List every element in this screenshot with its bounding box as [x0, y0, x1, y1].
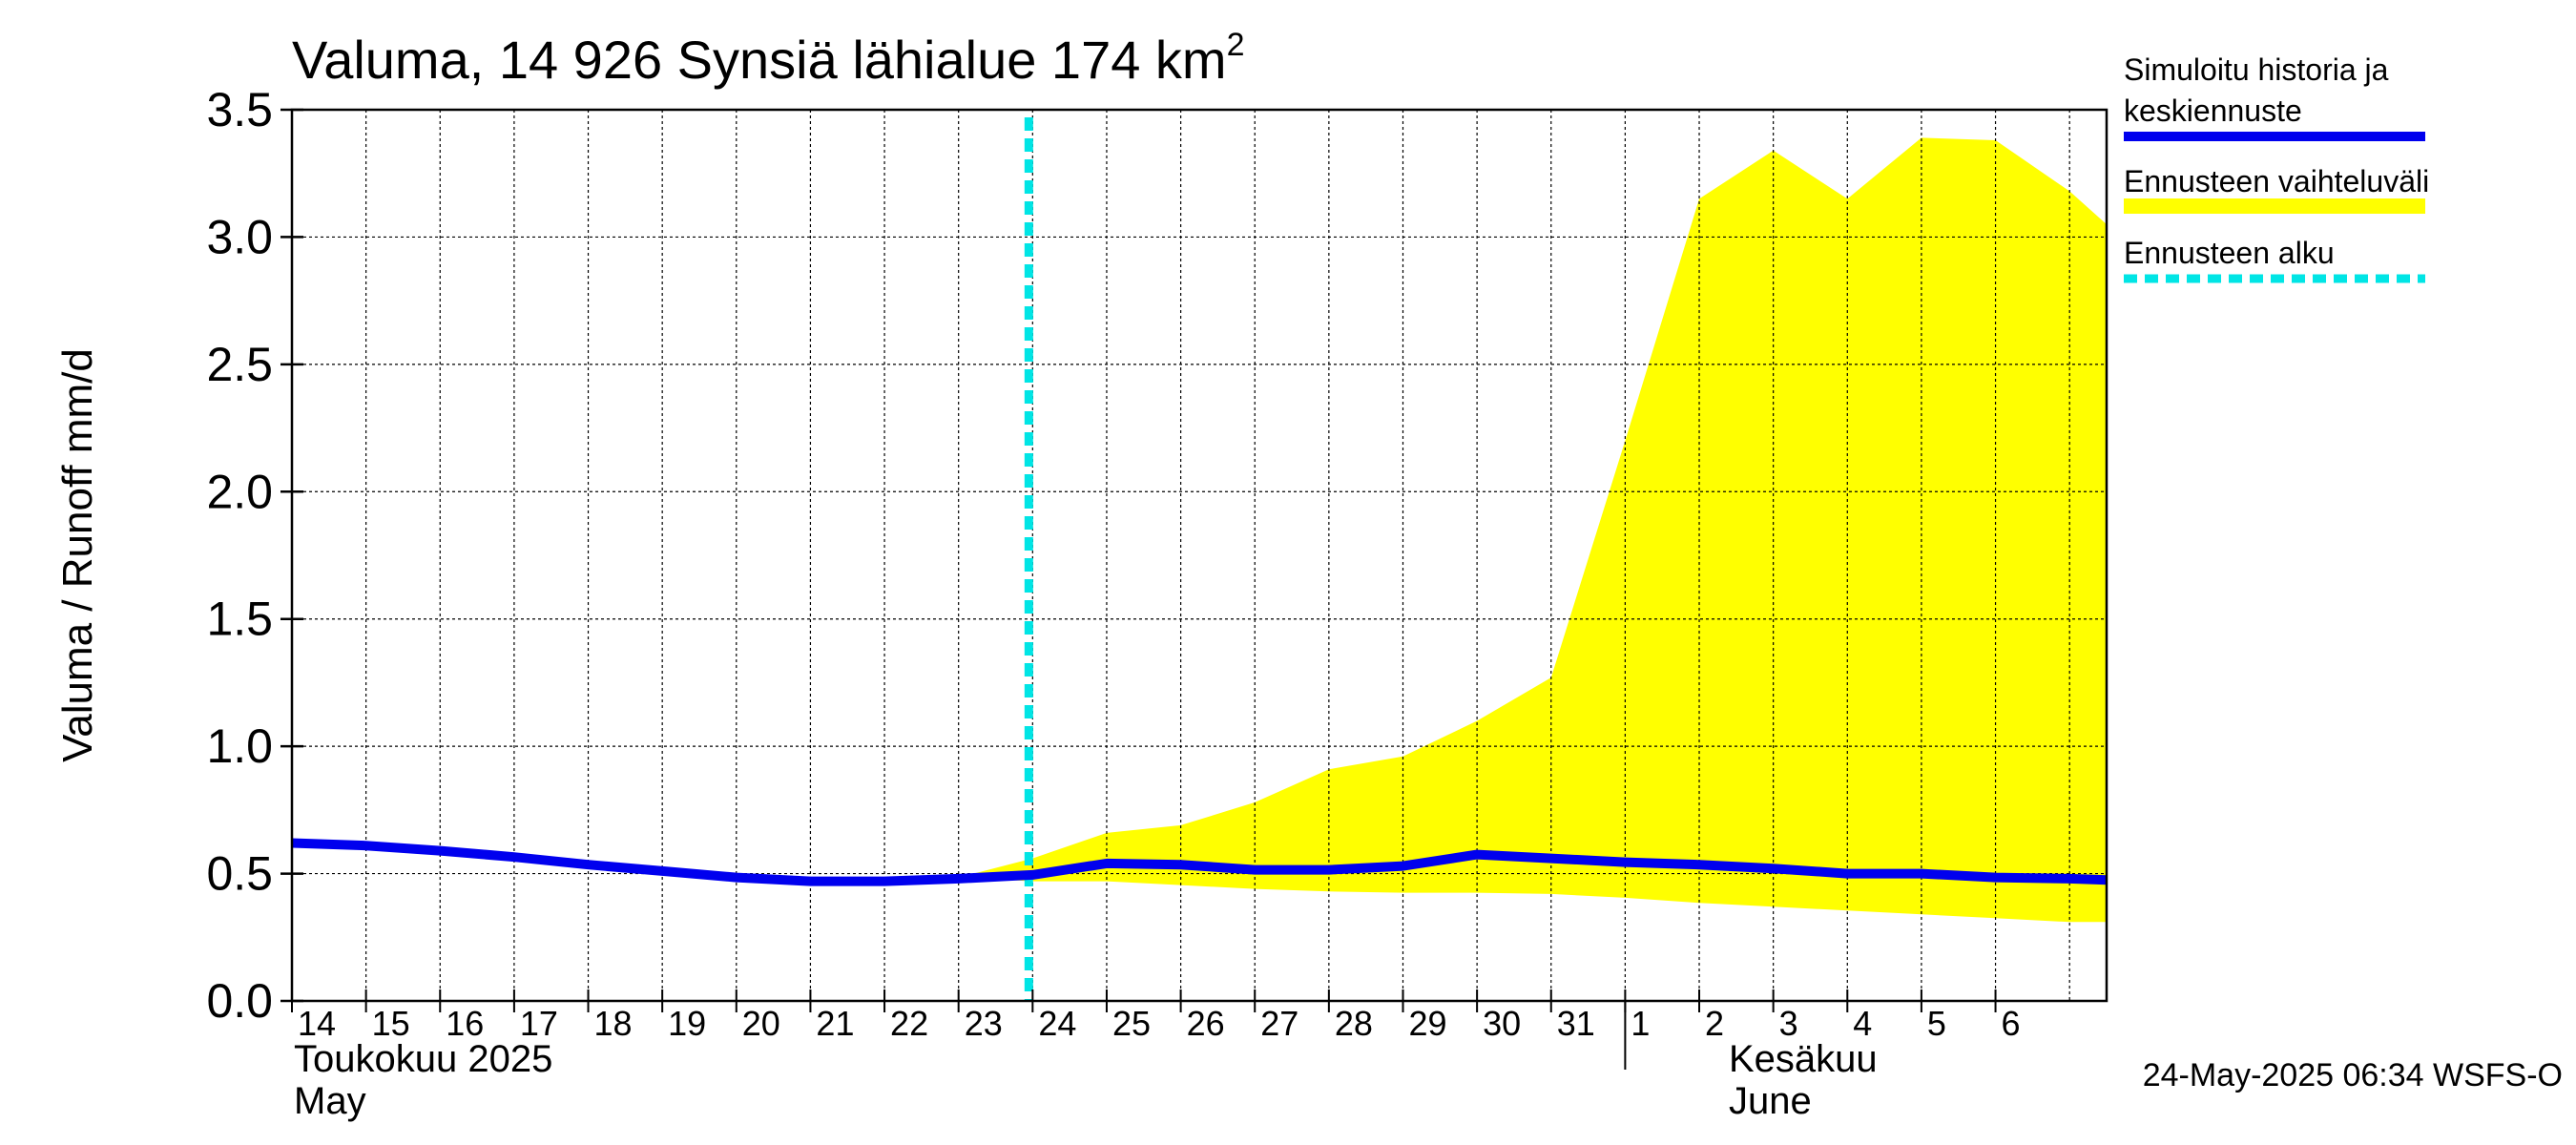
legend-label-range: Ennusteen vaihteluväli [2124, 164, 2430, 198]
y-axis-label: Valuma / Runoff mm/d [54, 348, 101, 762]
axes-layer: 0.00.51.01.52.02.53.03.514 15 16 17 18 19 20 21… [206, 83, 2109, 1070]
chart-title-superscript: 2 [1226, 27, 1245, 64]
chart-title: Valuma, 14 926 Synsiä lähialue 174 km2 [292, 27, 1245, 91]
x-tick-label: 4 [1853, 1004, 1872, 1043]
x-tick-label: 5 [1927, 1004, 1946, 1043]
x-tick-label: 24 [1038, 1004, 1076, 1043]
x-tick-label: 6 [2002, 1004, 2021, 1043]
y-tick-label: 0.0 [206, 974, 273, 1028]
legend-label-simulated-line1: Simuloitu historia ja [2124, 52, 2389, 87]
series-line-0 [291, 838, 2108, 886]
forecast-range-band [958, 137, 2108, 923]
x-tick-label: 21 [816, 1004, 854, 1043]
x-tick-label: 2 [1705, 1004, 1724, 1043]
month-label-may-en: May [294, 1080, 366, 1122]
series-layer [291, 838, 2108, 886]
y-tick-label: 0.5 [206, 847, 273, 901]
x-tick-label: 3 [1779, 1004, 1798, 1043]
y-tick-label: 1.0 [206, 719, 273, 773]
y-tick-label: 2.0 [206, 465, 273, 518]
x-tick-label: 29 [1408, 1004, 1446, 1043]
y-tick-label: 3.5 [206, 83, 273, 136]
x-tick-label: 16 [446, 1004, 484, 1043]
x-tick-label: 27 [1260, 1004, 1298, 1043]
x-tick-label: 1 [1631, 1004, 1650, 1043]
x-tick-label: 31 [1557, 1004, 1595, 1043]
x-tick-label: 17 [520, 1004, 558, 1043]
forecast-range-band-layer [958, 137, 2108, 923]
x-tick-label: 26 [1187, 1004, 1225, 1043]
legend-swatches [2124, 132, 2425, 283]
legend-label-forecast-start: Ennusteen alku [2124, 236, 2335, 270]
x-tick-label: 28 [1335, 1004, 1373, 1043]
month-label-june-en: June [1729, 1080, 1812, 1122]
month-label-june-fi: Kesäkuu [1729, 1038, 1878, 1080]
x-tick-label: 15 [372, 1004, 410, 1043]
x-tick-label: 22 [890, 1004, 928, 1043]
x-tick-label: 23 [965, 1004, 1003, 1043]
x-tick-label: 19 [668, 1004, 706, 1043]
legend-label-simulated-line2: keskiennuste [2124, 94, 2302, 128]
month-label-may-fi: Toukokuu 2025 [294, 1038, 553, 1080]
x-tick-label: 18 [594, 1004, 633, 1043]
y-tick-label: 1.5 [206, 593, 273, 646]
y-tick-label: 2.5 [206, 338, 273, 391]
chart-title-text: Valuma, 14 926 Synsiä lähialue 174 km [292, 30, 1227, 90]
x-tick-label: 20 [742, 1004, 780, 1043]
x-tick-label: 30 [1483, 1004, 1521, 1043]
x-tick-label: 25 [1112, 1004, 1151, 1043]
x-tick-label: 14 [298, 1004, 336, 1043]
y-tick-label: 3.0 [206, 210, 273, 263]
timestamp-footer: 24-May-2025 06:34 WSFS-O [2142, 1057, 2563, 1093]
plot-frame [290, 108, 2109, 1003]
